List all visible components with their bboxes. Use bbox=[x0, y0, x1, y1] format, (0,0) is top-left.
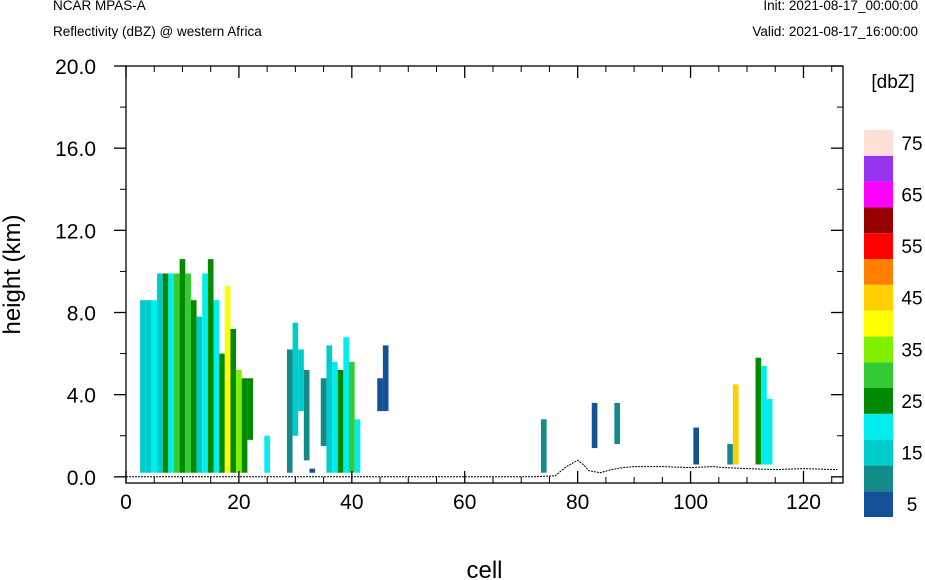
colorbar-label: 45 bbox=[901, 289, 922, 310]
colorbar-swatch bbox=[864, 491, 893, 517]
x-tick-label: 100 bbox=[673, 491, 708, 514]
reflectivity-column bbox=[264, 435, 270, 473]
colorbar-swatch bbox=[864, 310, 893, 337]
colorbar-swatch bbox=[864, 233, 893, 259]
reflectivity-column bbox=[326, 345, 333, 473]
x-tick-label: 60 bbox=[453, 491, 476, 514]
reflectivity-column bbox=[303, 370, 310, 461]
reflectivity-column bbox=[151, 300, 158, 473]
reflectivity-column bbox=[540, 419, 547, 473]
reflectivity-column bbox=[382, 345, 389, 412]
colorbar-label: 35 bbox=[901, 340, 922, 361]
reflectivity-column bbox=[185, 273, 191, 473]
reflectivity-column bbox=[236, 370, 242, 473]
reflectivity-column bbox=[241, 378, 248, 473]
reflectivity-column bbox=[614, 402, 620, 444]
colorbar-swatch bbox=[864, 259, 893, 285]
x-tick-label: 0 bbox=[120, 491, 132, 514]
y-axis-title: height (km) bbox=[0, 214, 26, 334]
reflectivity-column bbox=[298, 349, 304, 412]
colorbar-label: 25 bbox=[901, 392, 922, 413]
colorbar-unit: [dbZ] bbox=[871, 72, 914, 93]
reflectivity-column bbox=[732, 384, 739, 465]
reflectivity-column bbox=[145, 300, 152, 473]
y-tick-label: 20.0 bbox=[55, 56, 96, 79]
reflectivity-column bbox=[162, 273, 169, 473]
colorbar-swatch bbox=[864, 362, 893, 388]
reflectivity-column bbox=[247, 378, 254, 440]
reflectivity-cells bbox=[140, 259, 773, 473]
x-tick-label: 80 bbox=[566, 491, 589, 514]
terrain-line bbox=[126, 459, 838, 478]
colorbar-swatch bbox=[864, 207, 893, 234]
colorbar-label: 15 bbox=[901, 444, 922, 465]
reflectivity-column bbox=[693, 427, 700, 465]
x-tick-label: 40 bbox=[340, 491, 363, 514]
reflectivity-column bbox=[309, 468, 316, 473]
colorbar: 5 15 25 35 45 55 65 75 bbox=[864, 130, 923, 517]
colorbar-swatch bbox=[864, 155, 893, 182]
reflectivity-column bbox=[332, 361, 338, 473]
reflectivity-column bbox=[337, 370, 344, 473]
reflectivity-column bbox=[196, 316, 203, 473]
chart-subtitle: Reflectivity (dBZ) @ western Africa bbox=[53, 24, 262, 39]
reflectivity-column bbox=[202, 273, 208, 473]
colorbar-swatch bbox=[864, 130, 893, 156]
reflectivity-column bbox=[168, 273, 174, 473]
plot-frame bbox=[125, 65, 844, 484]
reflectivity-column bbox=[224, 285, 231, 473]
reflectivity-column bbox=[591, 402, 598, 449]
chart-title: NCAR MPAS-A bbox=[53, 0, 146, 13]
x-tick-label: 20 bbox=[227, 491, 250, 514]
reflectivity-column bbox=[140, 300, 146, 473]
reflectivity-column bbox=[320, 378, 327, 447]
y-tick-label: 4.0 bbox=[67, 385, 96, 408]
reflectivity-column bbox=[207, 259, 214, 473]
y-tick-label: 8.0 bbox=[67, 303, 96, 326]
y-tick-label: 12.0 bbox=[55, 220, 96, 243]
reflectivity-column bbox=[230, 328, 237, 473]
valid-time-label: Valid: 2021-08-17_16:00:00 bbox=[752, 24, 918, 39]
reflectivity-column bbox=[173, 273, 180, 473]
colorbar-swatch bbox=[864, 439, 893, 466]
colorbar-swatch bbox=[864, 465, 893, 492]
colorbar-swatch bbox=[864, 336, 893, 363]
colorbar-swatch bbox=[864, 284, 893, 311]
reflectivity-column bbox=[755, 357, 762, 465]
reflectivity-column bbox=[727, 443, 733, 465]
x-tick-label: 120 bbox=[786, 491, 821, 514]
reflectivity-column bbox=[179, 259, 186, 473]
reflectivity-column bbox=[761, 365, 767, 465]
reflectivity-column bbox=[292, 322, 299, 436]
colorbar-swatch bbox=[864, 181, 893, 208]
colorbar-label: 5 bbox=[907, 495, 918, 516]
reflectivity-column bbox=[190, 300, 197, 473]
colorbar-swatch bbox=[864, 388, 893, 414]
y-tick-label: 0.0 bbox=[67, 467, 96, 490]
reflectivity-column bbox=[349, 361, 355, 473]
x-axis-title: cell bbox=[466, 557, 502, 580]
reflectivity-column bbox=[286, 349, 293, 473]
reflectivity-column bbox=[157, 273, 163, 473]
reflectivity-column bbox=[766, 398, 773, 465]
colorbar-label: 55 bbox=[901, 237, 922, 258]
y-tick-label: 16.0 bbox=[55, 138, 96, 161]
colorbar-swatch bbox=[864, 413, 893, 440]
init-time-label: Init: 2021-08-17_00:00:00 bbox=[763, 0, 918, 13]
reflectivity-column bbox=[377, 378, 383, 412]
y-axis: 0.0 4.0 8.0 12.0 16.0 20.0 bbox=[55, 56, 843, 490]
colorbar-label: 75 bbox=[901, 134, 922, 155]
x-axis: 0 20 40 60 80 100 120 bbox=[120, 66, 833, 514]
reflectivity-column bbox=[343, 337, 350, 473]
reflectivity-column bbox=[219, 353, 225, 473]
colorbar-label: 65 bbox=[901, 186, 922, 207]
reflectivity-column bbox=[213, 300, 220, 473]
reflectivity-column bbox=[354, 419, 361, 473]
